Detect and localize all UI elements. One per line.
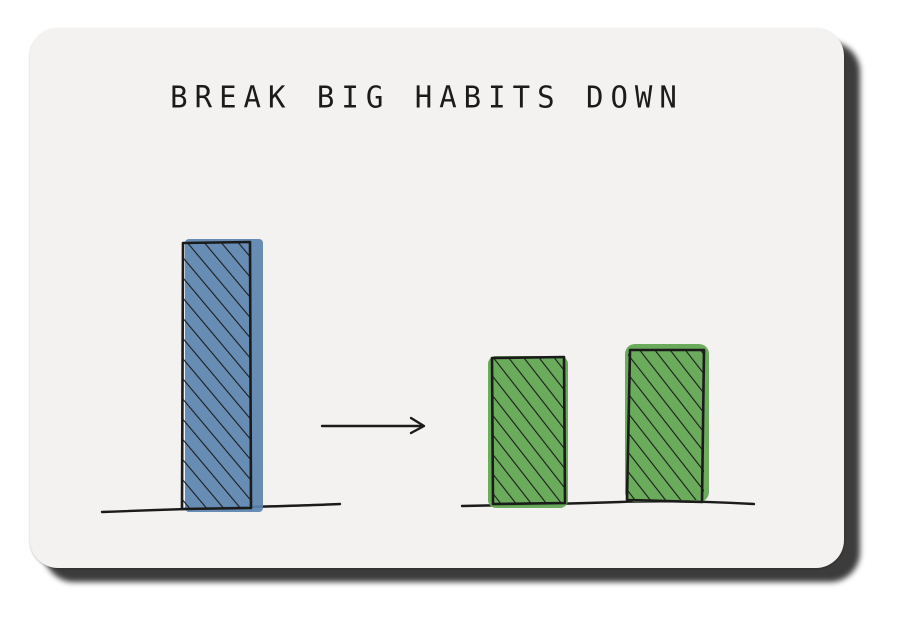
small-habit-bar-2-hatch [628, 350, 704, 500]
small-habit-bar-2-outline [625, 348, 706, 504]
big-habit-bar-hatch [183, 243, 251, 509]
small-habit-bar-2 [625, 344, 709, 504]
small-habit-bar-1-outline [490, 355, 567, 506]
small-habit-bar-1 [488, 355, 568, 508]
small-habit-bar-1-hatch [492, 358, 564, 504]
drawing-title: BREAK BIG HABITS DOWN [170, 79, 684, 115]
big-habit-bar [180, 239, 263, 512]
big-habit-bar-outline [180, 240, 253, 511]
right-arrow-icon [320, 416, 426, 435]
